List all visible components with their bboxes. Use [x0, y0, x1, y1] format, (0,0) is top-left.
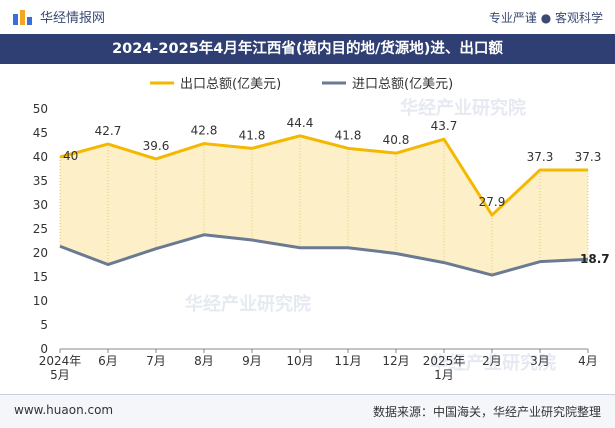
- x-tick-label: 8月: [194, 354, 214, 368]
- brand: 华经情报网: [12, 7, 105, 26]
- legend-label-export: 出口总额(亿美元): [180, 77, 281, 92]
- watermark-text: 华经产业研究院: [400, 97, 526, 119]
- y-tick-label: 15: [33, 270, 48, 284]
- y-tick-label: 45: [33, 126, 48, 140]
- y-tick-label: 30: [33, 198, 48, 212]
- x-tick-label: 3月: [530, 354, 550, 368]
- area-fill-between-series: [60, 135, 588, 276]
- data-labels: 40 42.7 39.6 42.8 41.8 44.4 41.8 40.8 43.7 27.9 37…: [63, 116, 610, 266]
- tagline: 专业严谨 ● 客观科学: [488, 11, 603, 25]
- y-tick-label: 20: [33, 246, 48, 260]
- brand-name: 华经情报网: [40, 11, 106, 26]
- export-data-label: 37.3: [575, 150, 602, 164]
- export-data-label: 42.8: [191, 124, 218, 138]
- export-data-label: 37.3: [527, 150, 554, 164]
- x-tick-label: 4月: [578, 354, 598, 368]
- footer: www.huaon.com 数据来源：中国海关，华经产业研究院整理: [0, 394, 615, 428]
- x-tick-label: 9月: [242, 354, 262, 368]
- export-data-label: 41.8: [239, 128, 266, 142]
- x-tick-label: 11月: [334, 354, 361, 368]
- export-data-label: 40.8: [383, 133, 410, 147]
- x-tick-label: 6月: [98, 354, 118, 368]
- footer-source: 数据来源：中国海关，华经产业研究院整理: [372, 405, 601, 419]
- watermark-text: 华经产业研究院: [185, 293, 311, 315]
- import-series-line: [59, 233, 589, 277]
- y-tick-label: 10: [33, 294, 48, 308]
- y-tick-label: 40: [33, 150, 48, 164]
- legend: 出口总额(亿美元) 进口总额(亿美元): [150, 77, 453, 92]
- export-data-label: 40: [63, 149, 78, 163]
- x-tick-label: 2025年 1月: [423, 354, 466, 382]
- x-tick-label: 2024年 5月: [39, 354, 82, 382]
- y-axis: 0 5 10 15 20 25 30 35 40 45 50: [33, 102, 48, 356]
- x-tick-label: 7月: [146, 354, 166, 368]
- export-data-label: 27.9: [479, 195, 506, 209]
- title-bar: 2024-2025年4月年江西省(境内目的地/货源地)进、出口额: [0, 34, 615, 64]
- plot-area: [59, 134, 589, 277]
- x-tick-label: 2月: [482, 354, 502, 368]
- export-series-line: [59, 134, 588, 217]
- import-data-label: 18.7: [580, 252, 610, 266]
- y-tick-label: 50: [33, 102, 48, 116]
- export-data-label: 44.4: [287, 116, 314, 130]
- export-data-label: 41.8: [335, 128, 362, 142]
- legend-label-import: 进口总额(亿美元): [352, 77, 453, 92]
- x-tick-label: 12月: [382, 354, 409, 368]
- y-tick-label: 25: [33, 222, 48, 236]
- export-data-label: 42.7: [95, 124, 122, 138]
- watermark-text: 华经产业研究院: [430, 352, 556, 374]
- y-tick-label: 35: [33, 174, 48, 188]
- export-data-label: 43.7: [431, 119, 458, 133]
- brand-logo-icon: [13, 9, 32, 25]
- footer-site[interactable]: www.huaon.com: [14, 403, 114, 417]
- x-tick-label: 10月: [286, 354, 313, 368]
- top-bar: 华经情报网 专业严谨 ● 客观科学: [0, 0, 615, 34]
- x-axis: 2024年 5月 6月 7月 8月 9月 10月 11月 12月 2025年 1月 2月 3月 4月: [39, 348, 598, 382]
- y-tick-label: 5: [40, 318, 48, 332]
- chart-title: 2024-2025年4月年江西省(境内目的地/货源地)进、出口额: [112, 41, 503, 57]
- y-tick-label: 0: [40, 342, 48, 356]
- export-data-label: 39.6: [143, 139, 170, 153]
